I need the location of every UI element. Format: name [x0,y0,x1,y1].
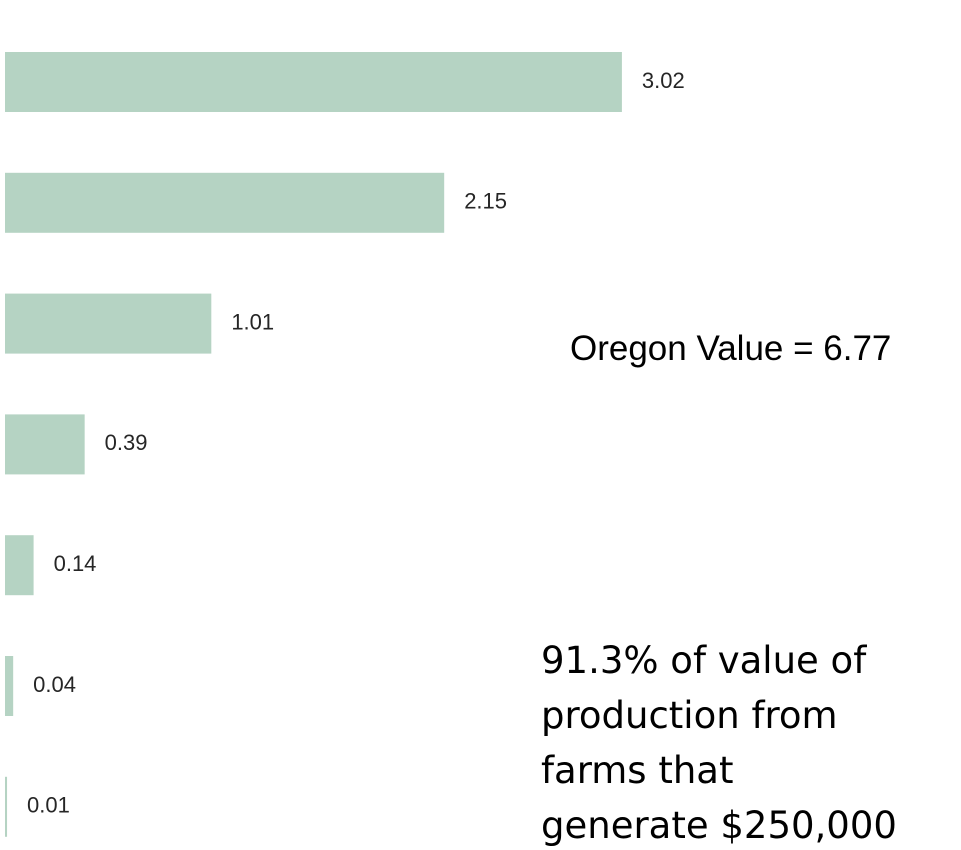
bar [5,293,212,354]
bar [5,52,622,112]
value-label: 0.39 [105,430,148,455]
annotation: Oregon Value = 6.77 [570,329,891,368]
note-line: production from [541,694,838,737]
value-label: 2.15 [464,189,507,214]
note-line: 91.3% of value of [541,639,867,682]
bar [5,776,8,837]
value-label: 3.02 [642,68,685,93]
note-line: generate $250,000 [541,804,897,847]
value-label: 0.04 [33,672,76,697]
bar [5,535,34,596]
bar [5,414,85,475]
note-line: farms that [541,749,733,792]
value-label: 0.14 [54,551,97,576]
value-label: 1.01 [231,309,274,334]
bar [5,656,14,716]
bar [5,172,445,233]
value-label: 0.01 [27,793,70,818]
